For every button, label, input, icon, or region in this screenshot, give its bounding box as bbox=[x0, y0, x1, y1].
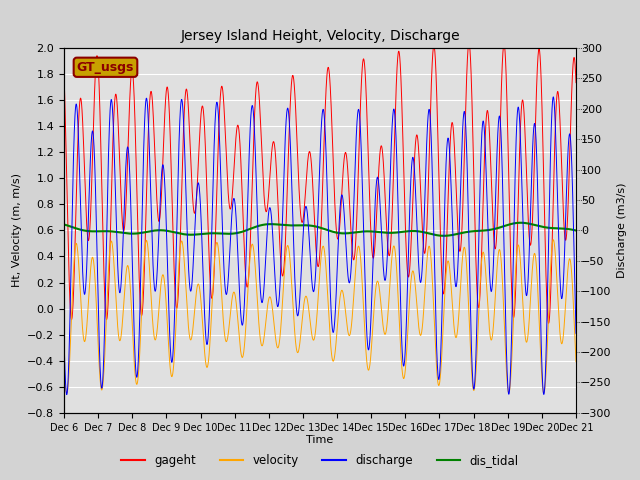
X-axis label: Time: Time bbox=[307, 435, 333, 445]
Text: GT_usgs: GT_usgs bbox=[77, 61, 134, 74]
Y-axis label: Ht, Velocity (m, m/s): Ht, Velocity (m, m/s) bbox=[12, 173, 22, 288]
Title: Jersey Island Height, Velocity, Discharge: Jersey Island Height, Velocity, Discharg… bbox=[180, 29, 460, 43]
Legend: gageht, velocity, discharge, dis_tidal: gageht, velocity, discharge, dis_tidal bbox=[116, 449, 524, 472]
Y-axis label: Discharge (m3/s): Discharge (m3/s) bbox=[617, 183, 627, 278]
